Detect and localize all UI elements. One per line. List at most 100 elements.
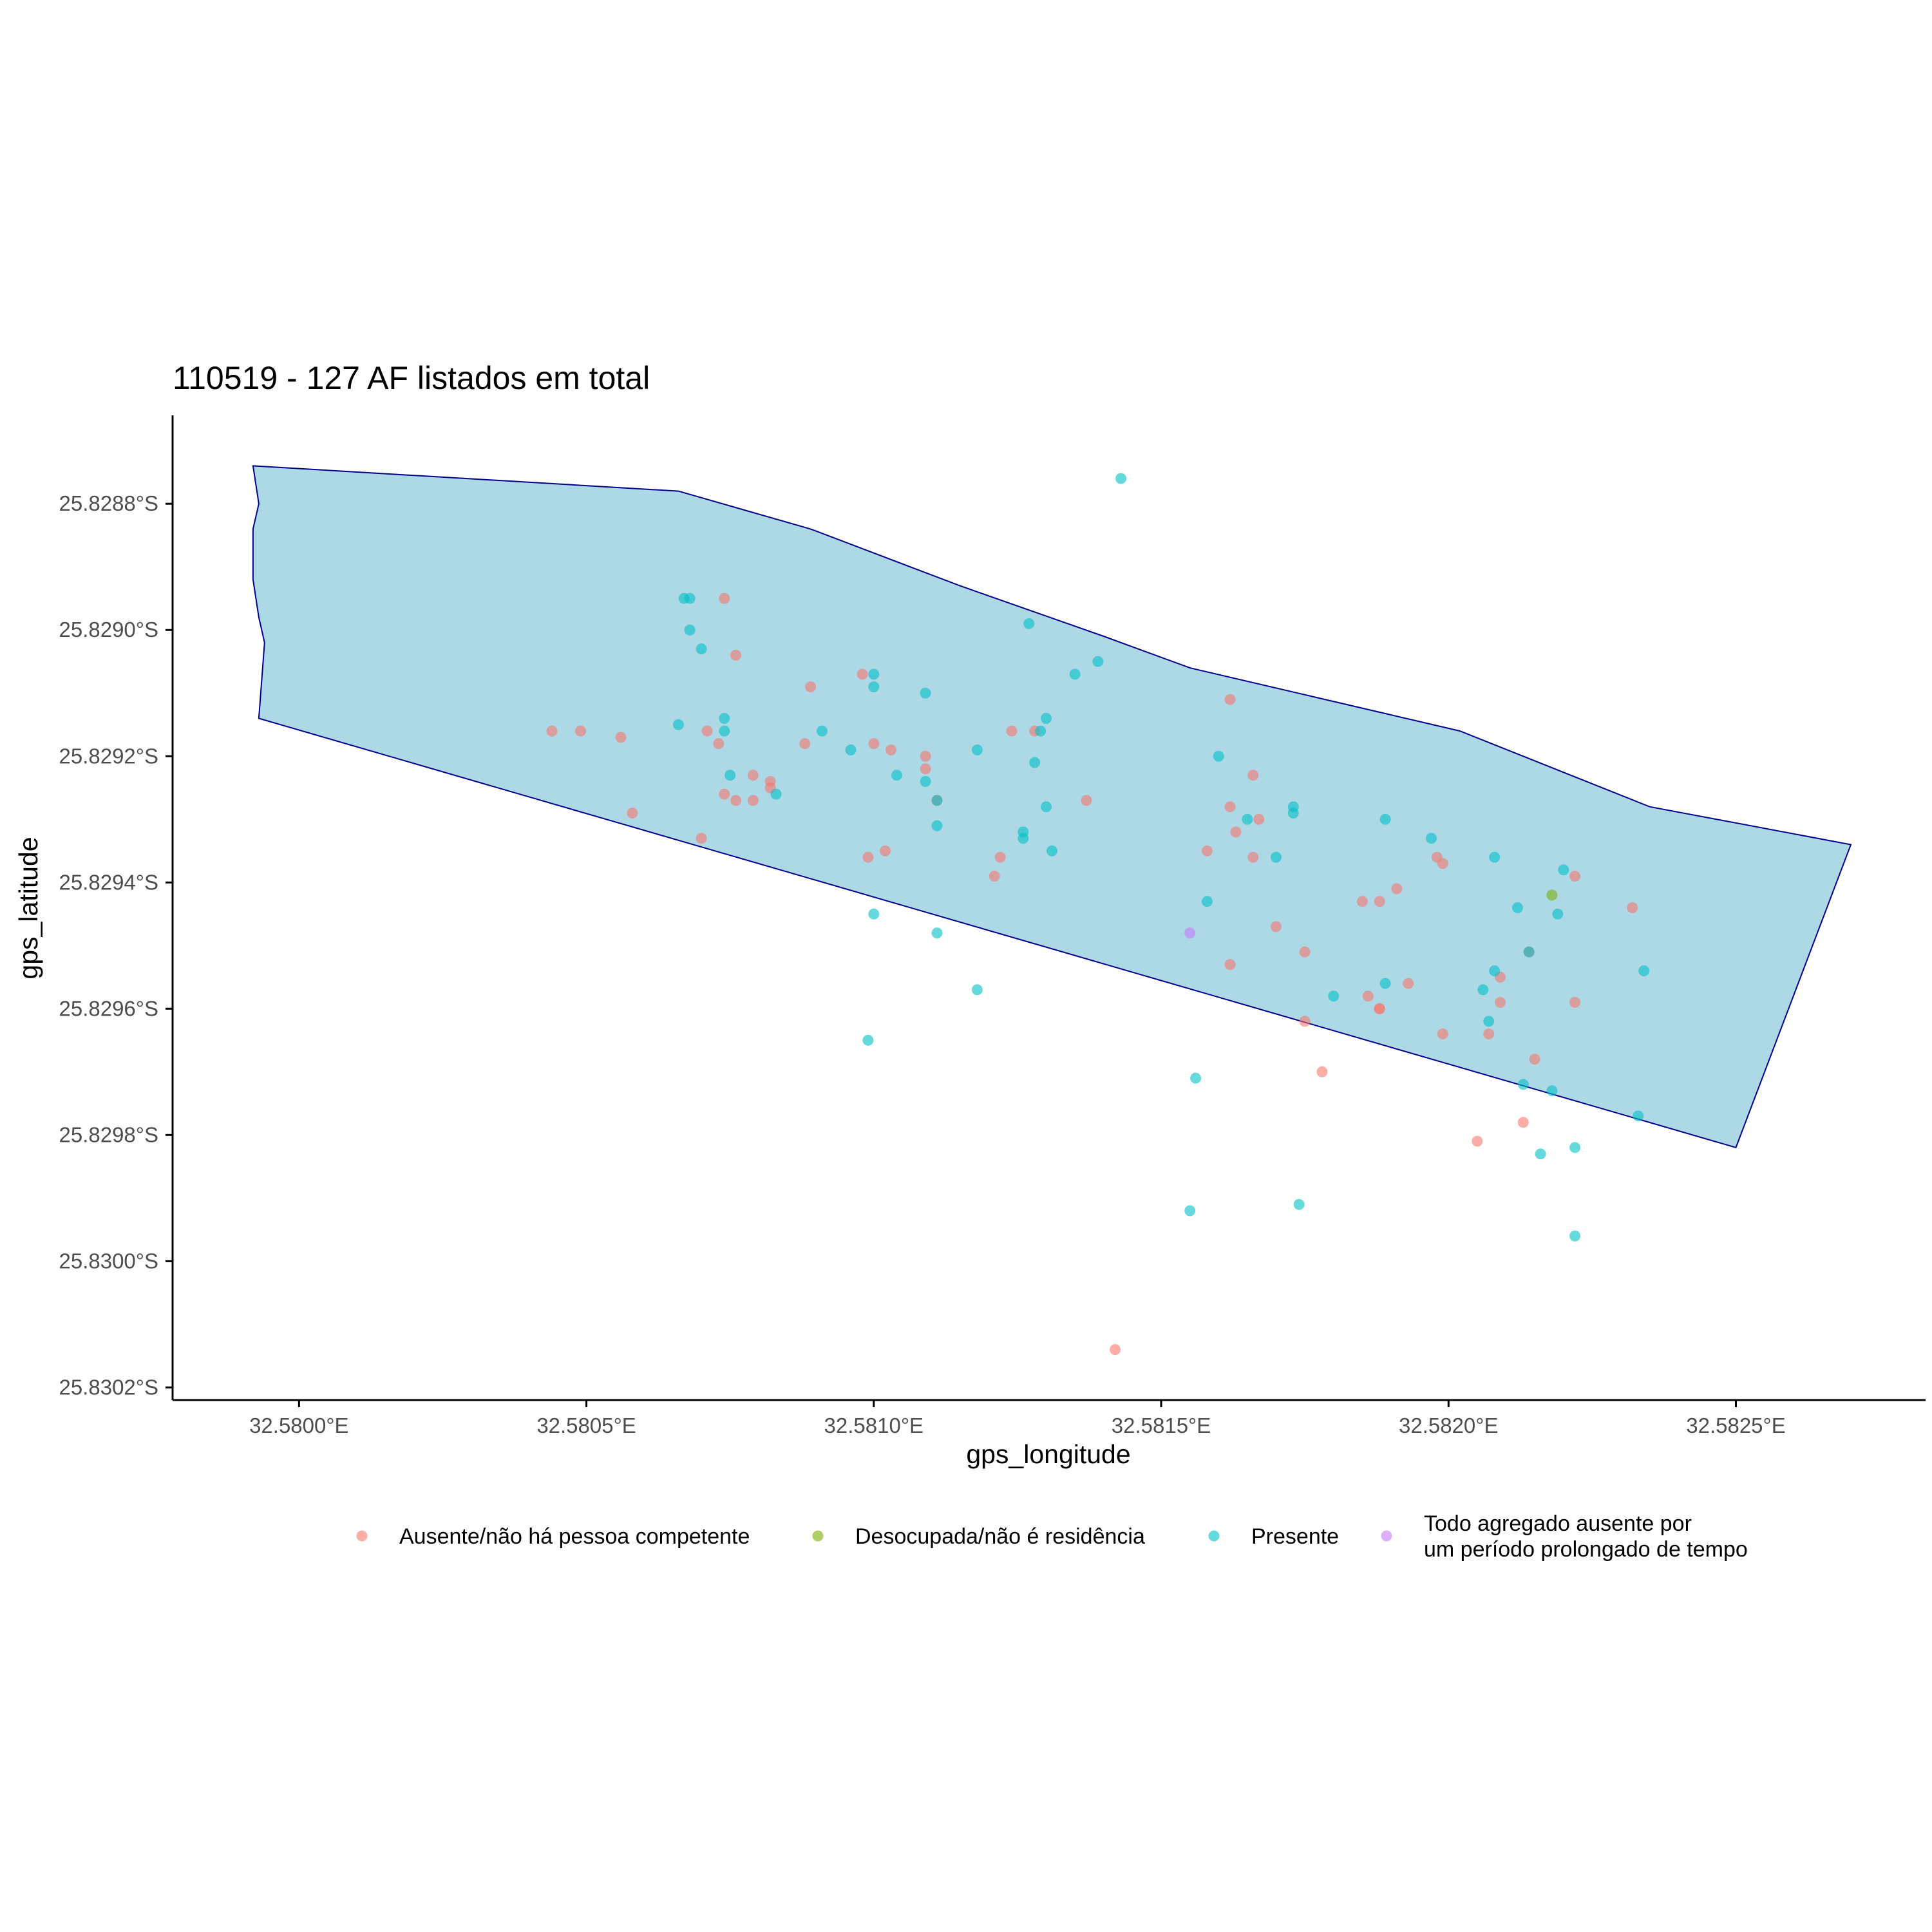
data-point-s2-2 — [684, 592, 696, 604]
data-point-s2-15 — [1035, 725, 1046, 737]
data-point-s2-59 — [1293, 1198, 1305, 1210]
y-tick-label: 25.8296°S — [59, 996, 159, 1020]
data-point-s2-43 — [931, 927, 943, 939]
data-point-s0-33 — [994, 851, 1006, 863]
data-point-s2-25 — [931, 795, 943, 806]
data-point-s0-32 — [880, 845, 891, 857]
data-point-s2-31 — [931, 820, 943, 831]
legend-label-3-line1: um período prolongado de tempo — [1424, 1537, 1748, 1562]
legend-key-2 — [1208, 1530, 1220, 1542]
data-point-s0-2 — [805, 681, 817, 692]
data-point-s0-28 — [1253, 813, 1265, 825]
data-point-s0-3 — [857, 668, 868, 680]
data-point-s0-37 — [1437, 858, 1448, 869]
data-point-s2-60 — [1184, 1205, 1196, 1217]
data-point-s2-38 — [1558, 864, 1569, 876]
data-point-s0-58 — [1529, 1054, 1540, 1065]
data-point-s2-51 — [1483, 1016, 1495, 1027]
x-tick-label: 32.5810°E — [824, 1414, 924, 1437]
data-point-s0-54 — [1569, 997, 1581, 1008]
data-point-s2-37 — [1489, 851, 1501, 863]
data-point-s0-45 — [1224, 959, 1236, 971]
data-point-s2-22 — [891, 770, 902, 781]
y-tick-label: 25.8298°S — [59, 1122, 159, 1146]
data-point-s2-0 — [1115, 473, 1127, 484]
data-point-s0-41 — [1374, 896, 1385, 907]
legend: Ausente/não há pessoa competente Desocupa… — [356, 1511, 1748, 1562]
y-axis-ticks: 25.8288°S 25.8290°S 25.8292°S 25.8294°S 25.8… — [59, 491, 173, 1399]
data-point-s2-20 — [1029, 757, 1041, 768]
plot-area — [252, 465, 1852, 1356]
enumeration-area-boundary — [252, 465, 1852, 1149]
data-point-s2-50 — [1328, 990, 1340, 1002]
data-point-s0-57 — [1483, 1028, 1495, 1039]
data-point-s0-59 — [1316, 1066, 1328, 1077]
data-point-s2-42 — [868, 908, 880, 920]
data-point-s0-52 — [1374, 1003, 1385, 1014]
x-tick-label: 32.5800°E — [249, 1414, 349, 1437]
x-tick-label: 32.5820°E — [1399, 1414, 1499, 1437]
data-point-s2-9 — [868, 681, 880, 692]
data-point-s0-61 — [1472, 1135, 1483, 1147]
data-point-s0-46 — [1299, 946, 1311, 958]
data-point-s0-29 — [1230, 826, 1242, 838]
legend-key-3 — [1381, 1530, 1392, 1542]
data-point-s0-10 — [799, 738, 811, 750]
data-point-s2-41 — [1552, 908, 1564, 920]
data-point-s2-45 — [1489, 965, 1501, 976]
data-point-s0-27 — [627, 808, 638, 819]
data-point-s0-21 — [719, 788, 730, 800]
data-point-s0-62 — [1110, 1344, 1121, 1356]
data-point-s2-49 — [971, 984, 983, 996]
data-point-s0-5 — [546, 725, 558, 737]
data-point-s2-21 — [724, 770, 736, 781]
legend-label-2: Presente — [1251, 1524, 1339, 1549]
data-point-s2-58 — [1535, 1148, 1546, 1160]
y-tick-label: 25.8302°S — [59, 1375, 159, 1399]
data-point-s2-12 — [719, 713, 730, 724]
data-point-s2-5 — [1023, 618, 1035, 629]
legend-key-1 — [812, 1530, 824, 1542]
data-point-s0-43 — [1627, 902, 1638, 913]
points-layer — [546, 473, 1650, 1356]
data-point-s2-30 — [1379, 813, 1391, 825]
data-point-s2-32 — [1426, 833, 1437, 844]
x-axis-ticks: 32.5800°E 32.5805°E 32.5810°E 32.5815°E 32.5… — [249, 1400, 1786, 1437]
data-point-s2-34 — [1018, 826, 1029, 838]
data-point-s2-23 — [920, 776, 931, 787]
y-tick-label: 25.8294°S — [59, 870, 159, 894]
data-point-s0-38 — [989, 871, 1000, 882]
data-point-s2-10 — [920, 687, 931, 699]
data-point-s0-55 — [1299, 1016, 1311, 1027]
x-tick-label: 32.5815°E — [1112, 1414, 1211, 1437]
y-tick-label: 25.8300°S — [59, 1249, 159, 1273]
data-point-s0-4 — [1224, 694, 1236, 705]
data-point-s0-39 — [1391, 883, 1403, 895]
data-point-s2-26 — [1041, 801, 1052, 813]
data-point-s2-35 — [1046, 845, 1057, 857]
data-point-s2-3 — [684, 624, 696, 636]
data-point-s0-0 — [719, 592, 730, 604]
data-point-s0-40 — [1356, 896, 1368, 907]
data-point-s0-23 — [747, 795, 759, 806]
data-point-s2-61 — [1569, 1230, 1581, 1242]
data-point-s0-8 — [701, 725, 713, 737]
data-point-s0-11 — [868, 738, 880, 750]
data-point-s0-9 — [713, 738, 724, 750]
data-point-s0-13 — [920, 750, 931, 762]
legend-label-1: Desocupada/não é residência — [855, 1524, 1145, 1549]
data-point-s2-54 — [1517, 1079, 1529, 1090]
data-point-s0-1 — [730, 649, 742, 661]
data-point-s0-31 — [862, 851, 874, 863]
data-point-s0-50 — [1362, 990, 1374, 1002]
data-point-s0-16 — [920, 763, 931, 775]
data-point-s2-7 — [1069, 668, 1081, 680]
data-point-s0-26 — [1224, 801, 1236, 813]
data-point-s2-18 — [971, 744, 983, 755]
data-point-s0-6 — [575, 725, 587, 737]
data-point-s2-6 — [1092, 656, 1104, 667]
data-point-s0-7 — [615, 732, 627, 743]
data-point-s0-34 — [1201, 845, 1213, 857]
chart-title: 110519 - 127 AF listados em total — [173, 360, 650, 396]
x-axis-label: gps_longitude — [966, 1439, 1130, 1469]
